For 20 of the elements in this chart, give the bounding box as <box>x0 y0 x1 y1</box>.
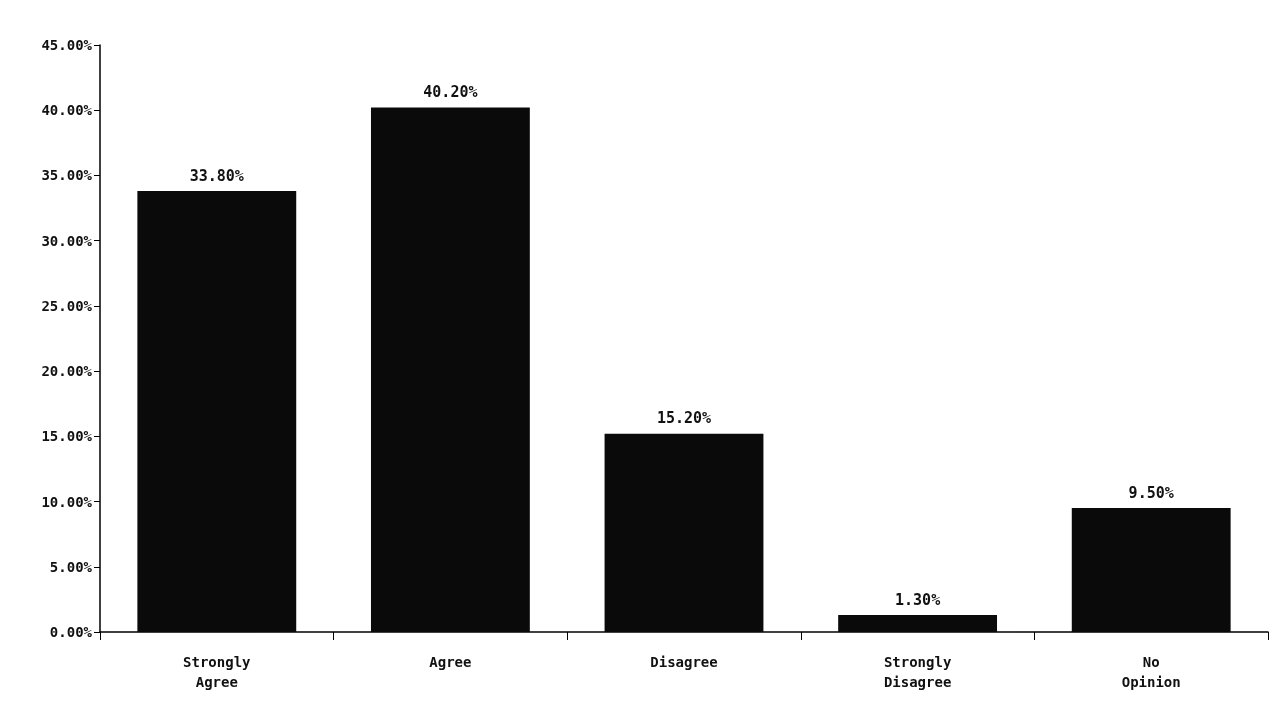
y-tick-label: 25.00% <box>41 297 93 314</box>
data-label: 9.50% <box>1128 483 1174 502</box>
y-tick-label: 40.00% <box>41 102 93 119</box>
y-tick-label: 0.00% <box>49 624 93 640</box>
y-tick-label: 10.00% <box>41 493 93 510</box>
y-tick-label: 20.00% <box>41 363 93 380</box>
x-tick-label: Strongly Agree <box>183 654 252 690</box>
x-tick-label: No Opinion <box>1121 654 1181 690</box>
x-tick-label: Disagree <box>650 654 718 670</box>
y-tick-label: 30.00% <box>41 232 93 249</box>
y-tick-label: 45.00% <box>41 37 93 53</box>
x-tick-label: Agree <box>429 654 472 670</box>
y-tick-label: 35.00% <box>41 167 93 184</box>
data-label: 40.20% <box>423 83 478 102</box>
data-label: 15.20% <box>656 409 712 428</box>
data-label: 33.80% <box>189 166 244 185</box>
data-label: 1.30% <box>895 590 941 609</box>
y-tick-label: 5.00% <box>49 558 93 575</box>
x-tick-label: Strongly Disagree <box>883 654 952 690</box>
y-tick-label: 15.00% <box>41 428 93 445</box>
